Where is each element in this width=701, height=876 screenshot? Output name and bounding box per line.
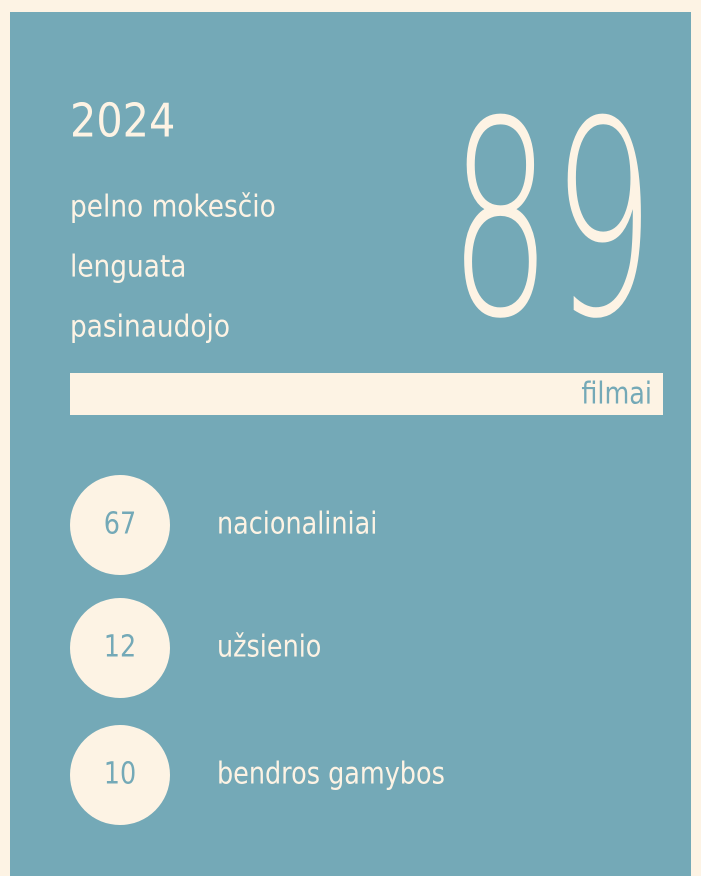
unit-bar [70, 373, 663, 415]
headline-line: lenguata [70, 249, 186, 284]
total: 89 [449, 63, 655, 378]
item-label: užsienio [217, 629, 321, 665]
headline-line: pasinaudojo [70, 309, 230, 344]
item-label: nacionaliniai [217, 506, 377, 542]
count: 10 [104, 756, 136, 792]
item-list: 67 nacionaliniai 12 užsienio 10 bendros gamyb… [70, 475, 445, 825]
count-circle [70, 475, 170, 575]
year: 2024 [70, 95, 175, 149]
count: 12 [104, 629, 136, 665]
item-label: bendros gamybos [217, 756, 445, 792]
count: 67 [104, 506, 136, 542]
count-circle [70, 598, 170, 698]
count-circle [70, 725, 170, 825]
headline-line: pelno mokesčio [70, 189, 276, 224]
unit: filmai [581, 376, 652, 412]
